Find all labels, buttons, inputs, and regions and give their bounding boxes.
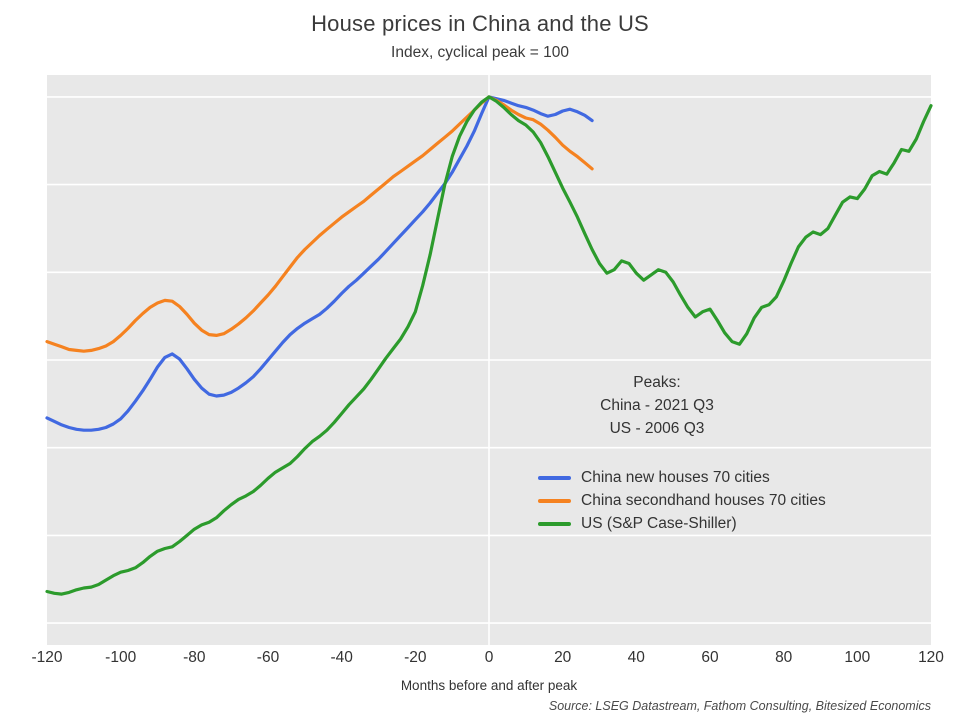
x-tick-label: 0 bbox=[484, 649, 494, 666]
x-tick-label: -80 bbox=[183, 649, 206, 666]
series-line bbox=[45, 95, 594, 432]
x-tick-label: 100 bbox=[844, 649, 871, 666]
x-tick-label: 80 bbox=[775, 649, 793, 666]
x-tick-label: -20 bbox=[404, 649, 427, 666]
chart-subtitle: Index, cyclical peak = 100 bbox=[391, 44, 569, 61]
annotation-line-peaks: Peaks: bbox=[633, 374, 681, 391]
legend-swatch-china-secondhand bbox=[538, 498, 571, 503]
legend-label-us: US (S&P Case-Shiller) bbox=[581, 514, 737, 532]
x-axis-ticks: -120 -100 -80 -60 -40 -20 0 20 40 60 80 100 120 bbox=[0, 649, 960, 669]
chart-title: House prices in China and the US bbox=[311, 11, 649, 36]
legend-swatch-us bbox=[538, 521, 571, 526]
legend-label-china-secondhand: China secondhand houses 70 cities bbox=[581, 491, 826, 509]
x-tick-label: 20 bbox=[554, 649, 572, 666]
legend-swatch-china-new bbox=[538, 475, 571, 480]
x-tick-label: 60 bbox=[701, 649, 719, 666]
x-axis-label: Months before and after peak bbox=[400, 678, 578, 693]
series-line bbox=[45, 95, 933, 596]
x-tick-label: -40 bbox=[330, 649, 353, 666]
annotation-line-china-peak: China - 2021 Q3 bbox=[600, 397, 714, 414]
x-tick-label: -60 bbox=[256, 649, 280, 666]
legend-label-china-new: China new houses 70 cities bbox=[581, 468, 770, 486]
x-tick-label: 40 bbox=[627, 649, 645, 666]
annotation-line-us-peak: US - 2006 Q3 bbox=[609, 420, 705, 437]
legend: China new houses 70 cities China secondh… bbox=[538, 466, 826, 535]
source-note: Source: LSEG Datastream, Fathom Consulti… bbox=[548, 699, 931, 713]
legend-item-china-new: China new houses 70 cities bbox=[538, 466, 826, 489]
x-tick-label: -120 bbox=[31, 649, 63, 666]
x-tick-label: -100 bbox=[105, 649, 137, 666]
legend-item-china-secondhand: China secondhand houses 70 cities bbox=[538, 489, 826, 512]
legend-item-us: US (S&P Case-Shiller) bbox=[538, 512, 826, 535]
x-tick-label: 120 bbox=[918, 649, 944, 666]
peaks-annotation: Peaks: China - 2021 Q3 US - 2006 Q3 bbox=[557, 371, 757, 440]
